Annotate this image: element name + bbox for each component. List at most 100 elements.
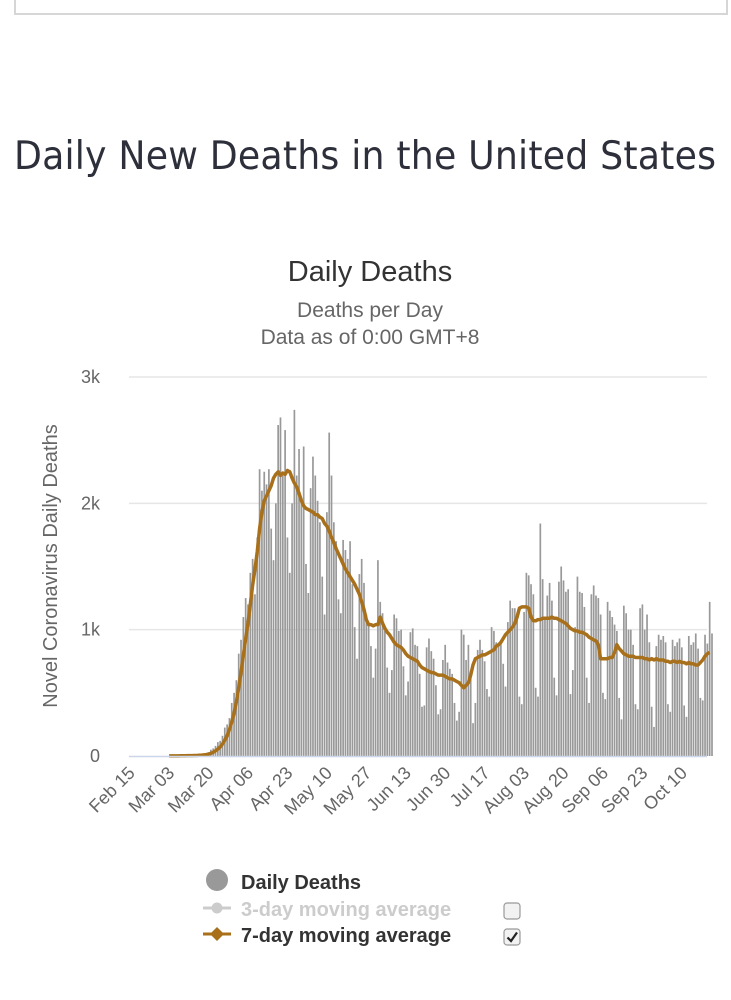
bar[interactable] bbox=[551, 600, 553, 756]
bar[interactable] bbox=[606, 601, 609, 756]
bar[interactable] bbox=[636, 709, 639, 756]
bar[interactable] bbox=[305, 563, 307, 756]
bar[interactable] bbox=[416, 646, 419, 756]
bar[interactable] bbox=[360, 558, 363, 756]
bar[interactable] bbox=[646, 614, 648, 756]
bar[interactable] bbox=[518, 696, 521, 756]
bar[interactable] bbox=[562, 580, 565, 756]
bar[interactable] bbox=[409, 632, 412, 756]
bar[interactable] bbox=[263, 471, 266, 756]
bar[interactable] bbox=[356, 658, 358, 756]
bar[interactable] bbox=[669, 711, 672, 756]
bar[interactable] bbox=[622, 605, 625, 756]
bar[interactable] bbox=[694, 633, 697, 756]
bar[interactable] bbox=[442, 659, 444, 756]
bar[interactable] bbox=[671, 639, 674, 756]
bar[interactable] bbox=[281, 475, 284, 756]
bar[interactable] bbox=[629, 629, 632, 756]
bar[interactable] bbox=[634, 704, 637, 756]
bar[interactable] bbox=[599, 614, 602, 756]
bar[interactable] bbox=[268, 469, 270, 756]
bar[interactable] bbox=[632, 644, 634, 756]
bar[interactable] bbox=[228, 718, 231, 756]
bar[interactable] bbox=[342, 539, 344, 756]
bar[interactable] bbox=[270, 528, 273, 756]
bar[interactable] bbox=[653, 726, 655, 756]
bar[interactable] bbox=[430, 651, 433, 756]
bar[interactable] bbox=[261, 490, 263, 756]
checkbox-3-day-moving-average[interactable] bbox=[503, 902, 521, 920]
bar[interactable] bbox=[411, 628, 414, 756]
bar[interactable] bbox=[353, 627, 356, 756]
bar[interactable] bbox=[585, 677, 588, 756]
bar[interactable] bbox=[472, 723, 474, 756]
bar[interactable] bbox=[588, 702, 590, 756]
bar[interactable] bbox=[388, 692, 391, 756]
bar[interactable] bbox=[592, 585, 595, 756]
bar[interactable] bbox=[564, 591, 567, 756]
bar[interactable] bbox=[692, 642, 695, 756]
bar[interactable] bbox=[544, 619, 546, 756]
bar[interactable] bbox=[648, 642, 651, 756]
bar[interactable] bbox=[509, 600, 512, 756]
bar[interactable] bbox=[390, 670, 393, 756]
bar[interactable] bbox=[337, 599, 340, 756]
bar[interactable] bbox=[657, 634, 660, 756]
bar[interactable] bbox=[448, 668, 451, 756]
bar[interactable] bbox=[641, 604, 644, 756]
bar[interactable] bbox=[706, 643, 709, 756]
bar[interactable] bbox=[384, 630, 386, 756]
legend-item-daily-deaths[interactable]: Daily Deaths bbox=[206, 869, 361, 894]
bar[interactable] bbox=[247, 604, 249, 756]
bar[interactable] bbox=[711, 633, 713, 756]
bar[interactable] bbox=[244, 598, 247, 756]
bar[interactable] bbox=[583, 606, 586, 756]
bar[interactable] bbox=[685, 716, 688, 756]
bar[interactable] bbox=[425, 647, 428, 756]
bar[interactable] bbox=[428, 638, 430, 756]
bar[interactable] bbox=[349, 541, 351, 756]
bar[interactable] bbox=[571, 670, 574, 756]
bar[interactable] bbox=[423, 705, 426, 756]
bar[interactable] bbox=[279, 417, 282, 756]
bar[interactable] bbox=[495, 642, 498, 756]
bar[interactable] bbox=[377, 560, 379, 756]
bar[interactable] bbox=[300, 503, 303, 756]
bar[interactable] bbox=[316, 500, 319, 756]
bar[interactable] bbox=[295, 475, 298, 756]
bar[interactable] bbox=[678, 638, 681, 756]
bar[interactable] bbox=[346, 558, 349, 756]
bar[interactable] bbox=[458, 711, 460, 756]
bar[interactable] bbox=[539, 523, 542, 756]
bar[interactable] bbox=[321, 576, 324, 756]
bar[interactable] bbox=[358, 574, 361, 756]
bar[interactable] bbox=[643, 629, 646, 756]
bar[interactable] bbox=[332, 522, 335, 756]
bar[interactable] bbox=[627, 629, 630, 756]
bar[interactable] bbox=[455, 720, 458, 756]
bar[interactable] bbox=[516, 613, 518, 756]
bar[interactable] bbox=[520, 704, 523, 756]
bar[interactable] bbox=[704, 634, 706, 756]
bar[interactable] bbox=[230, 702, 233, 756]
bar[interactable] bbox=[372, 677, 375, 756]
bar[interactable] bbox=[558, 581, 560, 756]
bar[interactable] bbox=[339, 613, 342, 756]
bar[interactable] bbox=[504, 686, 507, 756]
bar[interactable] bbox=[476, 649, 479, 756]
bar[interactable] bbox=[699, 697, 702, 756]
bar[interactable] bbox=[363, 582, 365, 756]
bar[interactable] bbox=[307, 593, 310, 756]
bar[interactable] bbox=[595, 595, 597, 756]
bar[interactable] bbox=[446, 662, 449, 756]
bar[interactable] bbox=[400, 629, 402, 756]
bar[interactable] bbox=[444, 644, 447, 756]
bar[interactable] bbox=[365, 614, 368, 756]
bar[interactable] bbox=[650, 706, 653, 756]
bar[interactable] bbox=[302, 446, 305, 756]
bar[interactable] bbox=[435, 685, 437, 756]
bar[interactable] bbox=[293, 409, 296, 756]
bar[interactable] bbox=[467, 644, 470, 756]
bar[interactable] bbox=[277, 425, 280, 756]
bar[interactable] bbox=[256, 537, 259, 756]
